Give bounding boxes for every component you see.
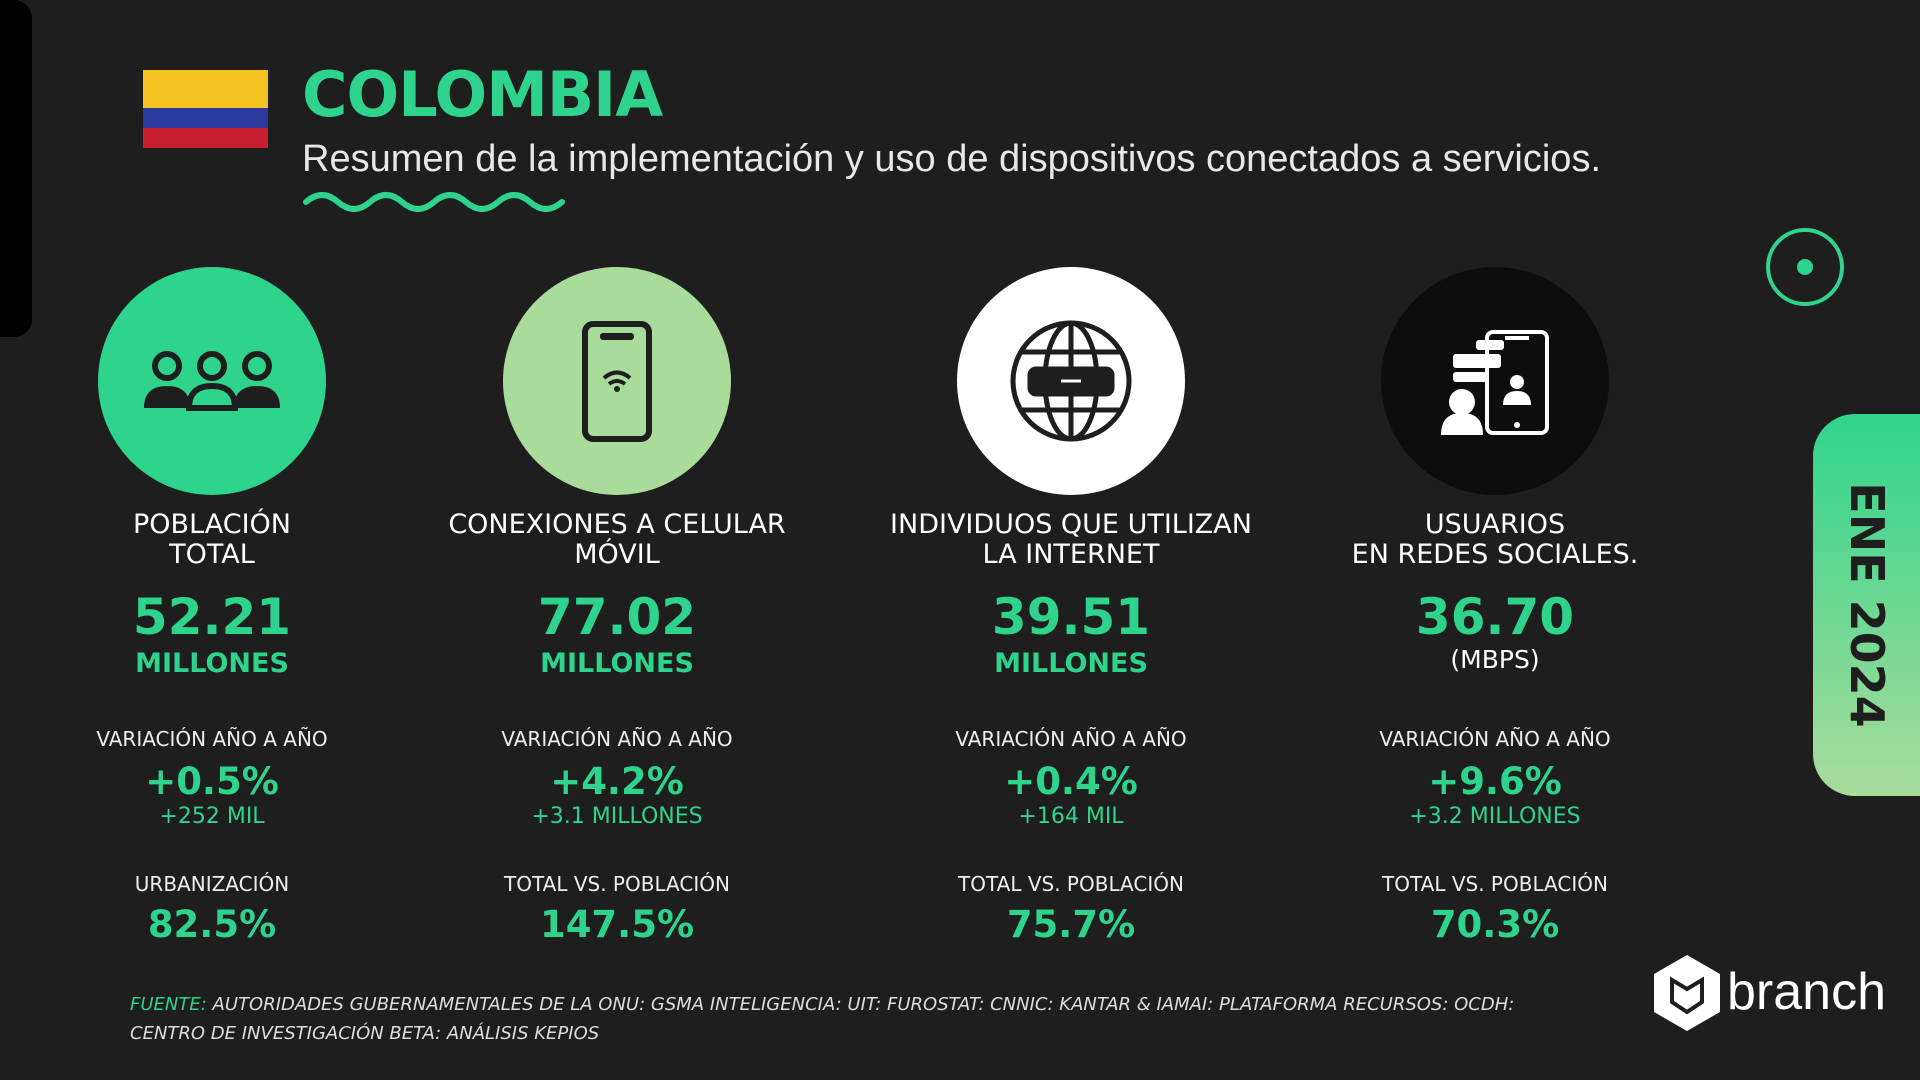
variation-abs: +3.2 MILLONES — [1409, 804, 1581, 829]
variation-abs: +252 MIL — [159, 804, 265, 829]
card-title-line: INDIVIDUOS QUE UTILIZAN — [890, 509, 1252, 540]
source-text: AUTORIDADES GUBERNAMENTALES DE LA ONU: G… — [130, 994, 1515, 1044]
people-icon — [144, 351, 280, 411]
subtitle: Resumen de la implementación y uso de di… — [302, 138, 1601, 180]
title: COLOMBIA — [302, 58, 663, 131]
card-title-line: EN REDES SOCIALES. — [1351, 539, 1639, 570]
left-tab — [0, 0, 32, 337]
variation-abs: +3.1 MILLONES — [531, 804, 703, 829]
card-title-line: TOTAL — [169, 539, 255, 570]
ratio-value: 75.7% — [1006, 903, 1136, 946]
card-title: INDIVIDUOS QUE UTILIZAN LA INTERNET — [890, 510, 1252, 570]
card-title-line: POBLACIÓN — [133, 509, 291, 540]
card-title: POBLACIÓN TOTAL — [133, 510, 291, 570]
ratio-label: TOTAL VS. POBLACIÓN — [958, 872, 1184, 896]
card-unit: MILLONES — [135, 648, 289, 679]
brand-logo — [1654, 955, 1720, 1031]
date-tag: ENE 2024 — [1813, 414, 1920, 796]
variation-label: VARIACIÓN AÑO A AÑO — [955, 727, 1187, 751]
variation-pct: +4.2% — [550, 760, 684, 803]
ratio-label: TOTAL VS. POBLACIÓN — [504, 872, 730, 896]
card-title-line: MÓVIL — [574, 539, 660, 570]
card-value: 39.51 — [991, 588, 1151, 646]
card-unit: MILLONES — [540, 648, 694, 679]
phone-icon — [582, 321, 652, 442]
variation-label: VARIACIÓN AÑO A AÑO — [501, 727, 733, 751]
source-label: FUENTE: — [130, 994, 207, 1015]
globe-icon — [1010, 320, 1132, 442]
wave — [303, 192, 565, 212]
ring-dot — [1797, 259, 1813, 275]
source: FUENTE: AUTORIDADES GUBERNAMENTALES DE L… — [130, 990, 1530, 1048]
ratio-label: URBANIZACIÓN — [134, 872, 290, 896]
card-title: CONEXIONES A CELULAR MÓVIL — [448, 510, 785, 570]
social-icon — [1441, 330, 1549, 435]
card-unit: MILLONES — [994, 648, 1148, 679]
card-title-line: CONEXIONES A CELULAR — [448, 509, 786, 540]
icon-circle — [1381, 267, 1609, 495]
card-title-line: LA INTERNET — [982, 539, 1160, 570]
variation-abs: +164 MIL — [1018, 804, 1124, 829]
card-value: 77.02 — [537, 588, 697, 646]
date-text: ENE 2024 — [1839, 482, 1894, 728]
ratio-value: 70.3% — [1430, 903, 1560, 946]
variation-pct: +0.4% — [1004, 760, 1138, 803]
variation-label: VARIACIÓN AÑO A AÑO — [1379, 727, 1611, 751]
ratio-value: 147.5% — [539, 903, 695, 946]
variation-pct: +9.6% — [1428, 760, 1562, 803]
brand: branch — [1727, 963, 1886, 1021]
ratio-label: TOTAL VS. POBLACIÓN — [1382, 872, 1608, 896]
flag — [143, 70, 268, 148]
variation-label: VARIACIÓN AÑO A AÑO — [96, 727, 328, 751]
card-unit: (MBPS) — [1450, 645, 1540, 674]
card-value: 36.70 — [1415, 588, 1575, 646]
card-title: USUARIOS EN REDES SOCIALES. — [1352, 510, 1639, 570]
variation-pct: +0.5% — [145, 760, 279, 803]
card-title-line: USUARIOS — [1424, 509, 1566, 540]
ring — [1766, 228, 1844, 306]
ratio-value: 82.5% — [147, 903, 277, 946]
card-value: 52.21 — [132, 588, 292, 646]
